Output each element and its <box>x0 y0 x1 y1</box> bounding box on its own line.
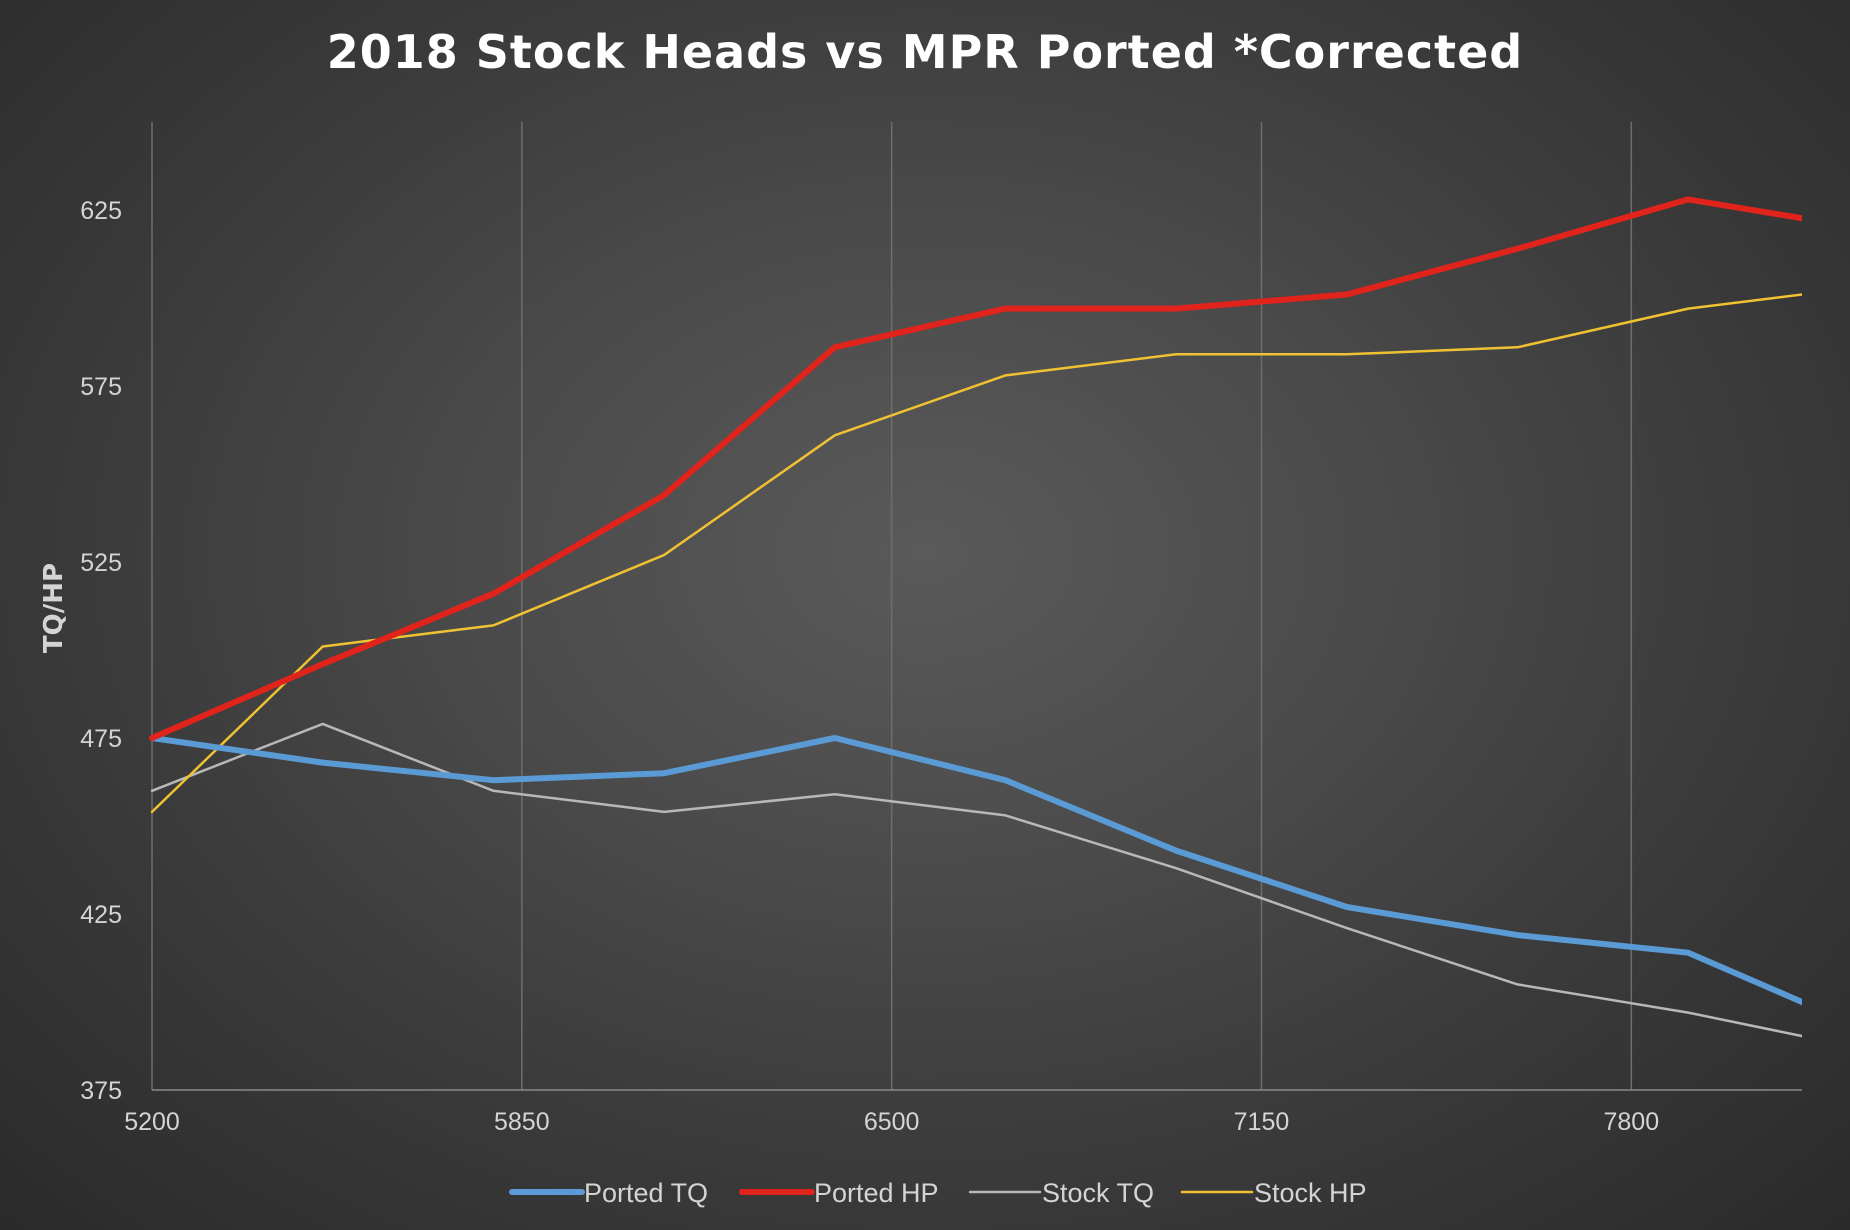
y-tick-label-425: 425 <box>80 901 122 929</box>
chart-title: 2018 Stock Heads vs MPR Ported *Correcte… <box>327 25 1524 79</box>
series-line-stock-hp <box>150 293 1802 814</box>
series-line-ported-hp <box>149 196 1802 741</box>
x-tick-label-6500: 6500 <box>864 1108 920 1136</box>
y-tick-label-575: 575 <box>80 373 122 401</box>
x-tick-label-5850: 5850 <box>494 1108 550 1136</box>
series-line-ported-tq <box>149 735 1802 1006</box>
y-tick-label-475: 475 <box>80 725 122 753</box>
y-axis-title: TQ/HP <box>39 563 69 653</box>
axes: 5200 5850 6500 7150 7800 375 425 475 525 575 625 <box>80 197 1802 1136</box>
grid <box>151 122 1633 1090</box>
y-tick-label-375: 375 <box>80 1077 122 1105</box>
legend-label-ported-tq: Ported TQ <box>584 1178 708 1208</box>
series-lines <box>149 196 1802 1038</box>
y-tick-label-525: 525 <box>80 549 122 577</box>
series-line-stock-tq <box>150 722 1802 1038</box>
legend-label-ported-hp: Ported HP <box>814 1178 939 1208</box>
legend: Ported TQ Ported HP Stock TQ Stock HP <box>509 1178 1367 1208</box>
x-tick-label-7800: 7800 <box>1603 1108 1659 1136</box>
legend-label-stock-tq: Stock TQ <box>1042 1178 1154 1208</box>
y-tick-label-625: 625 <box>80 197 122 225</box>
x-tick-label-5200: 5200 <box>124 1108 180 1136</box>
legend-label-stock-hp: Stock HP <box>1254 1178 1367 1208</box>
x-tick-label-7150: 7150 <box>1234 1108 1290 1136</box>
